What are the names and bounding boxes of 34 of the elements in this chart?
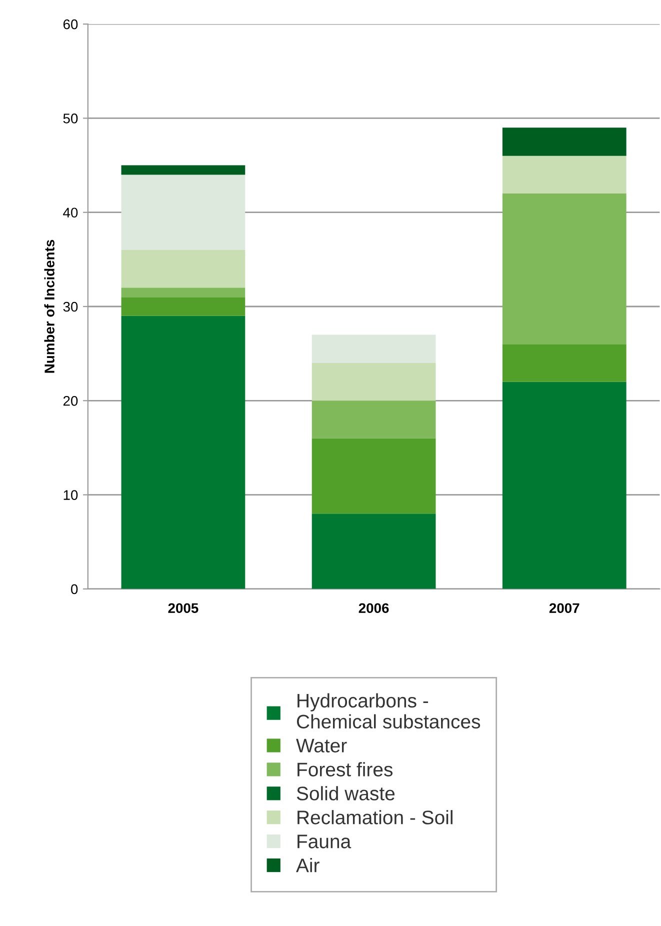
bar (121, 288, 246, 298)
x-tick-label: 2007 (549, 603, 580, 614)
legend-label: Reclamation - Soil (298, 810, 452, 824)
legend-label: Water (296, 738, 347, 752)
y-tick-label: 60 (63, 19, 78, 30)
y-tick-label: 20 (63, 396, 78, 406)
bar (502, 156, 626, 194)
y-tick-label: 50 (63, 114, 78, 124)
legend-label: Fauna (298, 834, 352, 848)
y-tick-label: 0 (71, 584, 78, 594)
bar (121, 316, 246, 589)
legend-label: Solid waste (296, 786, 395, 800)
x-tick-label: 2005 (168, 603, 198, 614)
legend-label: Air (296, 858, 320, 872)
y-tick-label: 30 (63, 302, 78, 312)
bar (502, 344, 626, 382)
legend-label: Forest fires (298, 762, 393, 776)
y-tick-label: 40 (63, 208, 78, 218)
bar (121, 165, 246, 175)
bar (121, 250, 246, 288)
bar (502, 382, 626, 589)
bar (502, 194, 626, 344)
bar (502, 128, 626, 156)
y-tick-label: 10 (64, 490, 78, 500)
bar (121, 174, 246, 250)
bar (312, 334, 436, 363)
bar (312, 438, 436, 514)
legend-label: Hydrocarbons - Chemical substances (296, 693, 480, 729)
y-axis-title: Number of Incidents (44, 240, 54, 373)
bar (312, 362, 436, 401)
x-tick-label: 2006 (358, 603, 389, 614)
bar (121, 297, 246, 316)
bar (312, 400, 436, 438)
bar (312, 514, 436, 589)
